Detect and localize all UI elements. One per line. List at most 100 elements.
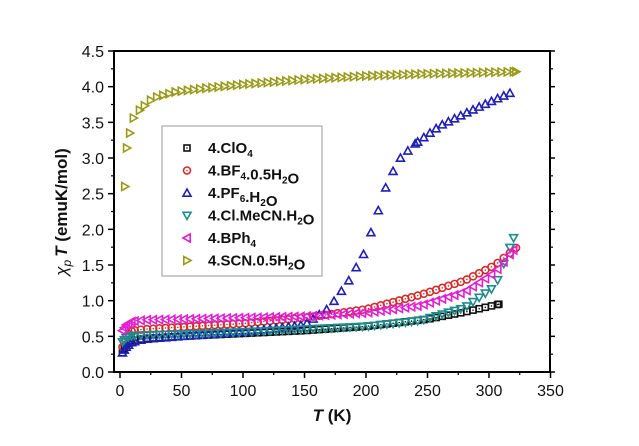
data-point xyxy=(381,320,393,330)
data-point xyxy=(129,112,140,124)
data-point xyxy=(277,326,288,336)
data-point xyxy=(356,322,368,333)
data-point-dot xyxy=(355,326,357,328)
y-tick-label: 3.0 xyxy=(82,151,104,168)
data-point-dot xyxy=(496,303,499,306)
data-point-dot xyxy=(404,298,407,300)
data-point-dot xyxy=(232,323,234,325)
data-point xyxy=(184,329,196,340)
data-point xyxy=(509,66,520,78)
data-point xyxy=(361,70,372,82)
data-point xyxy=(221,328,233,339)
data-point xyxy=(363,322,374,332)
data-point xyxy=(429,68,440,80)
data-point-dot xyxy=(220,323,222,326)
data-point-dot xyxy=(484,306,487,309)
data-point xyxy=(508,233,519,244)
data-point xyxy=(435,68,446,79)
data-point xyxy=(129,335,141,346)
data-point xyxy=(126,316,136,328)
data-point-dot xyxy=(379,304,382,307)
data-point xyxy=(160,330,171,341)
data-point-dot xyxy=(398,299,401,302)
series-4-scn-0-5h2o xyxy=(120,66,522,192)
data-point xyxy=(289,325,301,336)
data-point xyxy=(120,341,132,352)
data-point-dot xyxy=(392,322,394,325)
data-point-dot xyxy=(238,322,241,325)
data-point-dot xyxy=(410,320,413,322)
data-point xyxy=(412,136,424,146)
data-point xyxy=(251,78,261,89)
data-point xyxy=(374,70,384,81)
data-point xyxy=(209,329,221,339)
series-4-cl-mecn-h2o xyxy=(117,233,519,348)
data-point xyxy=(295,325,307,336)
data-point xyxy=(136,325,146,334)
data-point-dot xyxy=(498,303,500,306)
data-point xyxy=(448,289,459,301)
data-point xyxy=(495,300,503,309)
data-point xyxy=(472,67,483,79)
data-point xyxy=(220,81,231,92)
data-point-dot xyxy=(213,324,216,326)
data-point xyxy=(405,69,415,80)
x-tick-label: 150 xyxy=(291,383,318,400)
data-point xyxy=(455,304,467,315)
data-point xyxy=(135,331,147,341)
data-point xyxy=(328,295,340,306)
data-point xyxy=(135,104,146,116)
data-point xyxy=(282,75,292,87)
data-point-dot xyxy=(373,306,376,308)
data-point-dot xyxy=(250,321,253,324)
data-point-dot xyxy=(152,327,155,330)
legend-marker xyxy=(183,144,191,152)
data-point xyxy=(424,313,436,324)
data-point xyxy=(154,332,165,343)
data-point xyxy=(257,77,268,89)
data-point-dot xyxy=(459,281,462,283)
data-point xyxy=(467,281,478,292)
data-point xyxy=(283,325,294,336)
data-point-dot xyxy=(343,327,345,329)
data-point xyxy=(270,326,282,337)
data-point xyxy=(418,131,430,142)
data-point xyxy=(338,323,350,334)
data-point-dot xyxy=(170,326,173,329)
data-point xyxy=(418,299,428,310)
data-point xyxy=(269,76,280,88)
data-point-dot xyxy=(146,328,148,330)
data-point-dot xyxy=(201,325,204,327)
data-point xyxy=(252,327,264,338)
data-point-dot xyxy=(226,323,228,326)
data-point xyxy=(387,165,399,176)
data-point xyxy=(141,330,153,341)
data-point xyxy=(369,321,380,332)
x-tick-label: 50 xyxy=(173,383,191,400)
data-point xyxy=(336,285,347,296)
data-point-dot xyxy=(453,283,456,285)
data-point xyxy=(484,67,495,78)
data-point xyxy=(485,269,496,280)
x-tick-label: 250 xyxy=(414,383,441,400)
data-point xyxy=(349,71,360,83)
data-point-dot xyxy=(318,314,321,317)
legend-marker-dot xyxy=(186,169,188,172)
legend-marker xyxy=(181,187,193,197)
data-point xyxy=(126,336,138,347)
x-tick-label: 200 xyxy=(353,383,380,400)
series-4-bph4 xyxy=(116,244,518,336)
data-point xyxy=(491,66,501,78)
y-tick-label: 3.5 xyxy=(82,115,104,132)
legend-label: 4.Cl.MeCN.H2O xyxy=(208,208,315,229)
data-point xyxy=(165,88,175,100)
data-point xyxy=(436,310,448,320)
data-point-dot xyxy=(367,325,370,327)
data-point xyxy=(147,332,159,343)
data-point-dot xyxy=(410,296,413,299)
data-point xyxy=(393,318,405,329)
legend-marker xyxy=(183,255,193,266)
data-point xyxy=(503,66,514,78)
data-point xyxy=(154,330,165,341)
data-point xyxy=(177,85,188,97)
